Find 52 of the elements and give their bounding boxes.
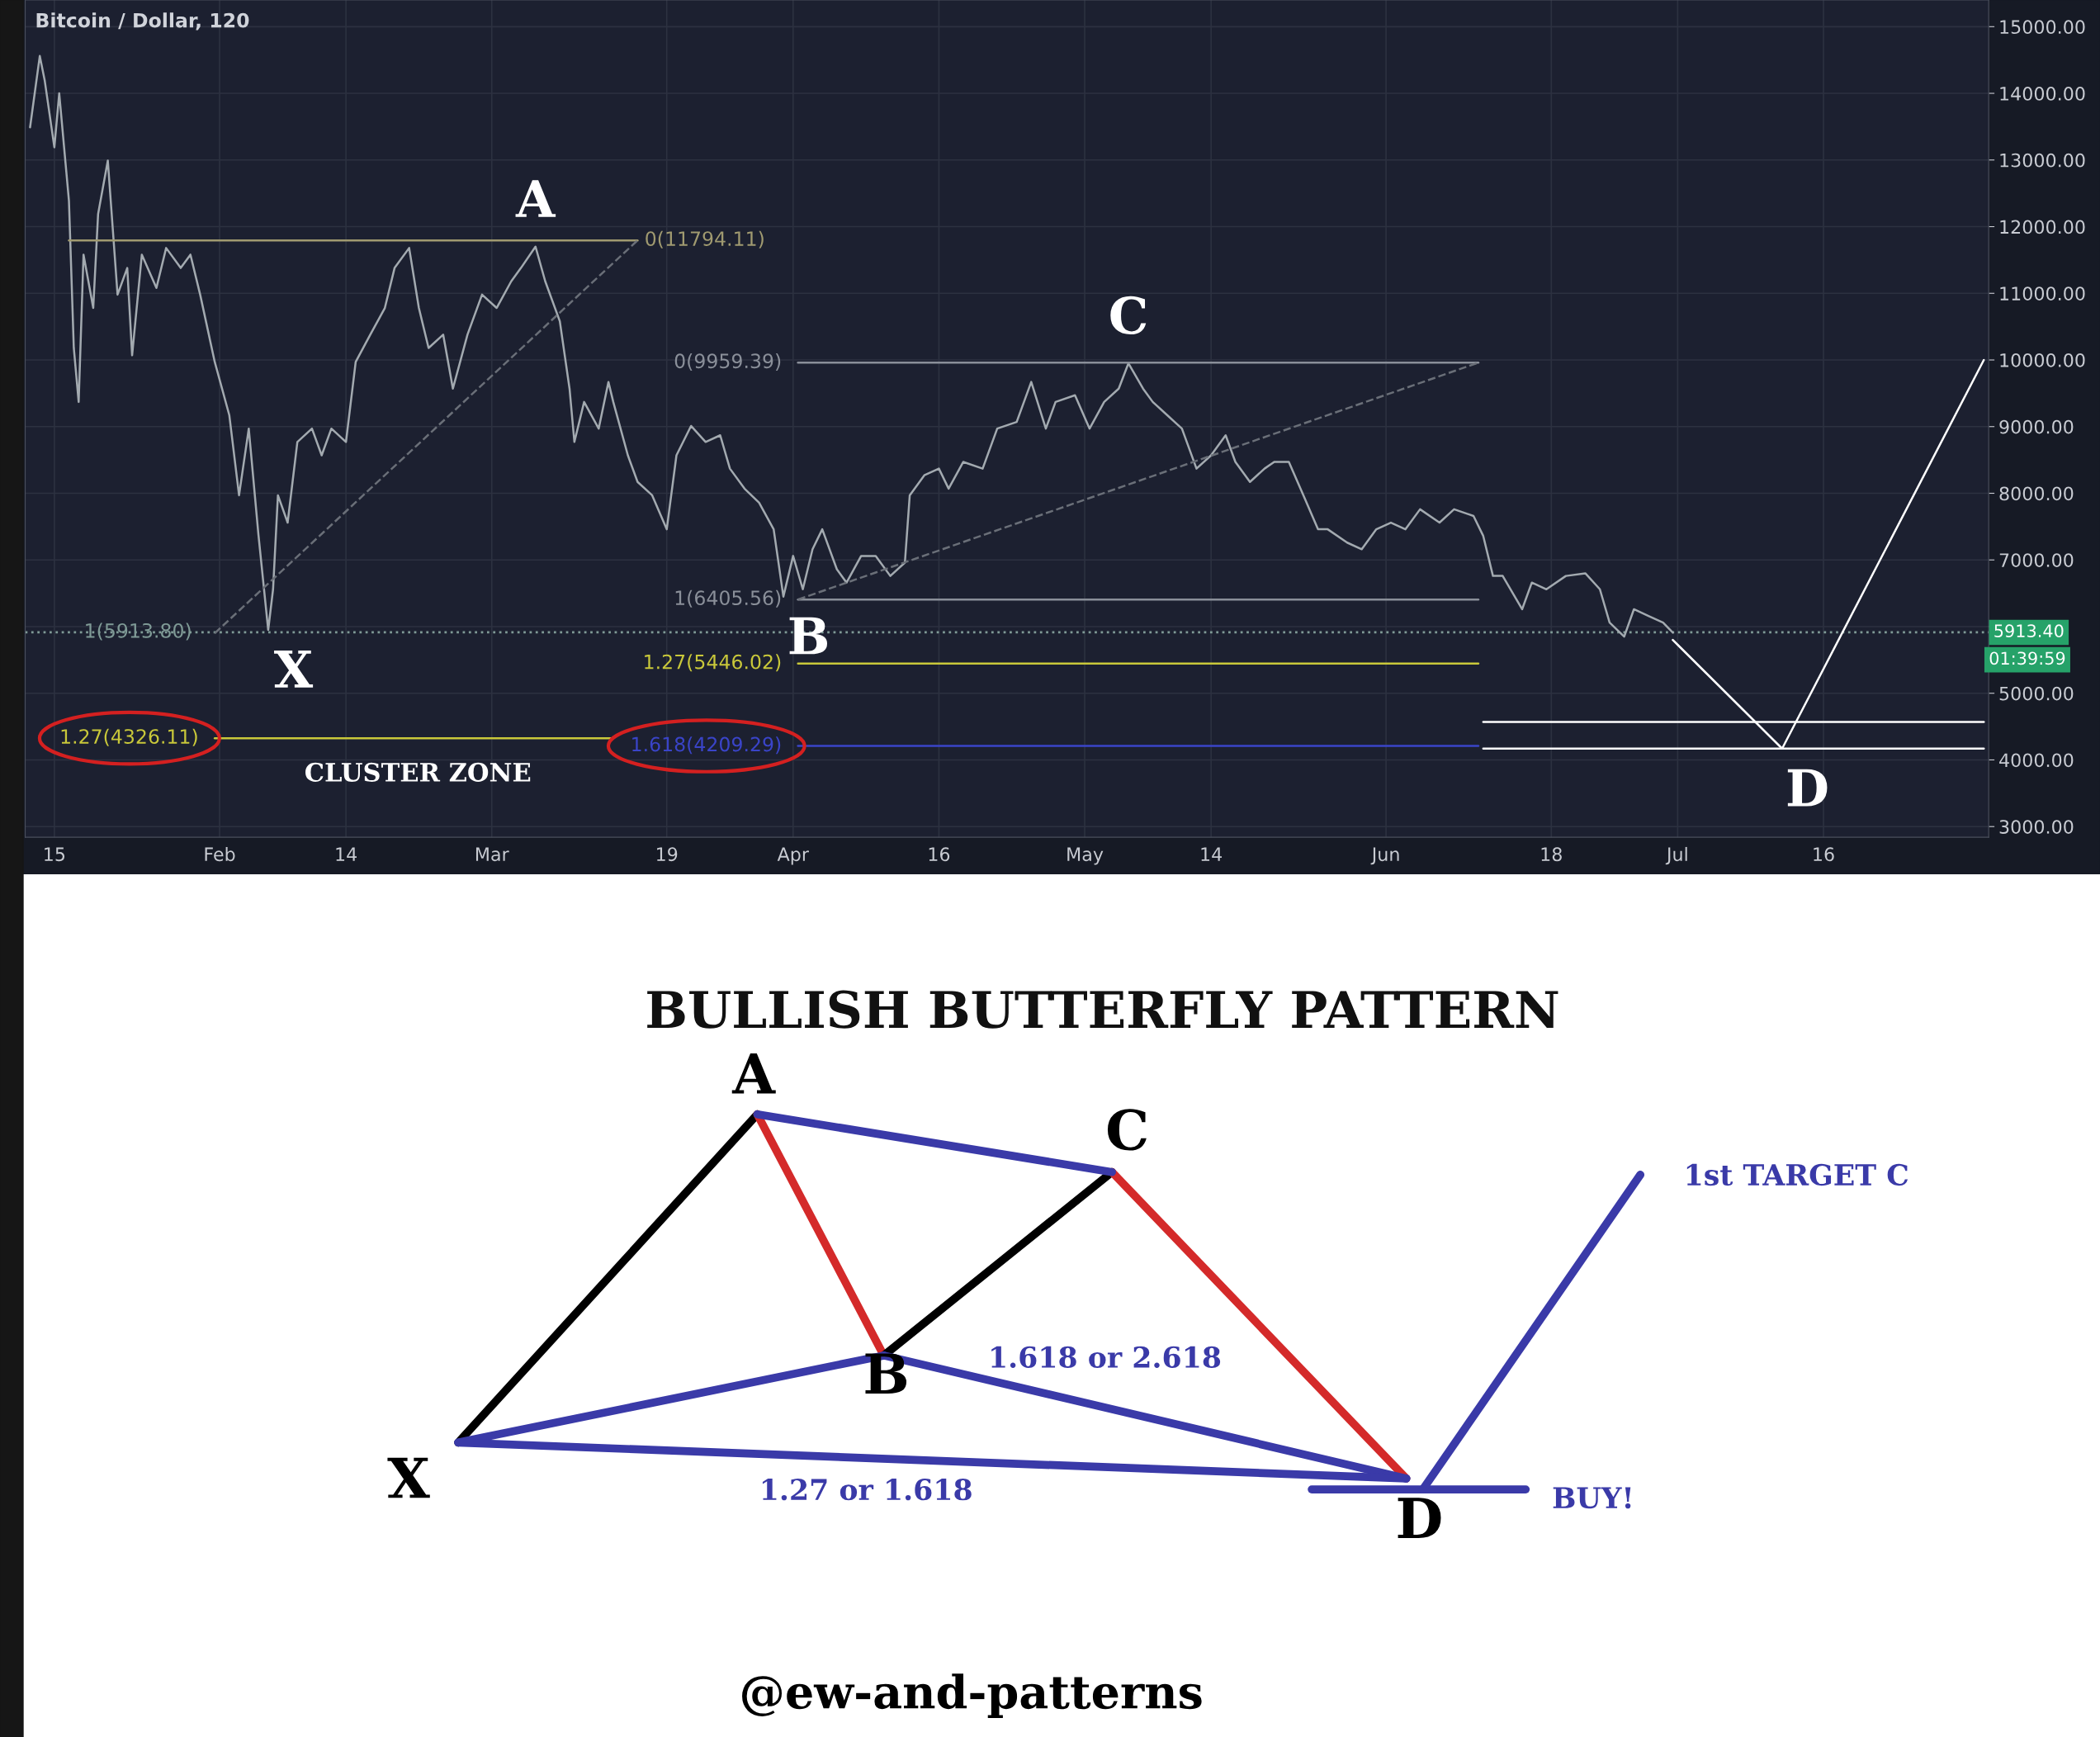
annotation: CLUSTER ZONE [305,762,531,782]
y-tick-label: 9000.00 [1999,419,2074,434]
text: 1.27 or 1.618 [762,1479,972,1501]
text: C [1107,1109,1147,1151]
y-tick-label: 7000.00 [1999,553,2074,567]
series-label: 1.618(4209.29) [632,736,781,755]
annotation: B [789,617,828,655]
text: BUY! [1553,1487,1631,1509]
x-tick-label: 14 [1201,847,1223,861]
series-label: 0(9959.39) [674,353,781,371]
x-tick-label: Apr [777,847,810,865]
annotation: X [274,651,314,688]
y-tick-label: 13000.00 [2000,153,2085,168]
x-tick-label: Mar [475,847,509,862]
text: 01:39:59 [1989,651,2065,665]
text: 1st TARGET C [1686,1163,1908,1186]
text: 1.618 or 2.618 [991,1346,1221,1368]
y-tick-label: 8000.00 [1999,486,2074,501]
ref-line-label: 1(5913.80) [86,622,191,641]
x-tick-label: 14 [336,847,357,861]
text: Bitcoin / Dollar, 120 [36,12,249,31]
y-tick-label: 14000.00 [2000,86,2085,101]
series-label: 1.27(5446.02) [645,654,781,672]
annotation: D [1787,769,1828,807]
annotation: A [515,180,556,217]
x-tick-label: 18 [1541,847,1562,862]
series-label: 1.27(4326.11) [61,728,197,746]
y-tick-label: 15000.00 [2000,20,2085,35]
y-tick-label: 3000.00 [1999,820,2074,834]
y-tick-label: 4000.00 [1999,753,2074,768]
series-label: 1(6405.56) [675,589,781,608]
x-tick-label: 15 [45,847,65,862]
y-tick-label: 10000.00 [2000,353,2085,367]
y-tick-label: 12000.00 [2000,220,2085,234]
annotation: C [1110,296,1147,334]
text: B [865,1353,907,1394]
series-label: 0(11794.11) [646,230,764,248]
text: D [1398,1498,1441,1538]
text: A [731,1053,776,1094]
text: @ew-and-patterns [742,1673,1202,1718]
text: BULLISH BUTTERFLY PATTERN [647,990,1558,1029]
x-tick-label: Feb [205,846,235,862]
x-tick-label: Jul [1665,846,1687,865]
y-tick-label: 11000.00 [2000,286,2085,301]
annotation: 5913.40 [1994,624,2064,638]
x-tick-label: Jun [1370,847,1399,865]
x-tick-label: May [1067,847,1104,865]
x-tick-label: 16 [1814,847,1834,862]
text: X [387,1457,430,1498]
x-tick-label: 16 [929,847,950,862]
x-tick-label: 19 [657,847,678,862]
y-tick-label: 5000.00 [1999,686,2074,701]
